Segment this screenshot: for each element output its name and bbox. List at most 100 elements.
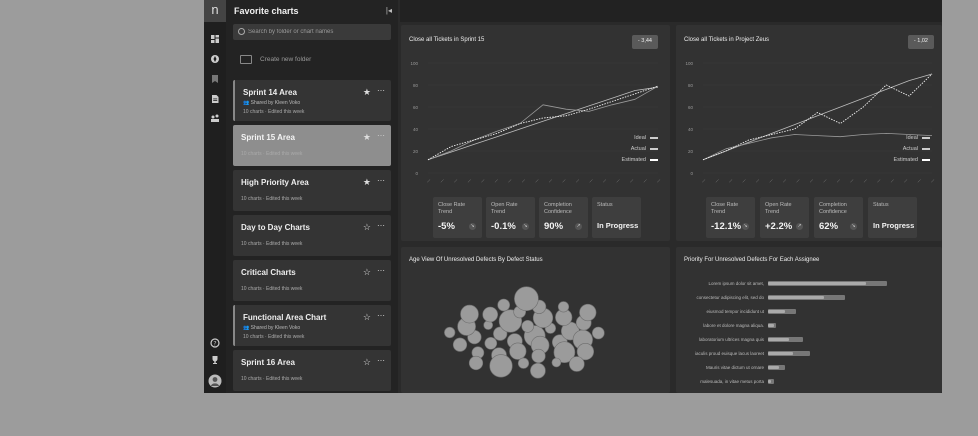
bar-label: eiusmod tempor incididunt ut bbox=[706, 309, 764, 314]
x-tick-label: — bbox=[700, 177, 706, 183]
more-options-icon[interactable]: ⋯ bbox=[377, 221, 385, 230]
more-options-icon[interactable]: ⋯ bbox=[377, 311, 385, 320]
bubble bbox=[514, 286, 539, 312]
age-view-widget: Age View Of Unresolved Defects By Defect… bbox=[401, 247, 670, 393]
x-tick-label: — bbox=[714, 177, 720, 183]
bubble bbox=[484, 337, 498, 350]
stat-open-rate[interactable]: Open Rate Trend +2.2% ↗ bbox=[760, 197, 809, 238]
x-tick-label: — bbox=[862, 177, 868, 183]
shared-by: 👥 Shared by Kleen Voko bbox=[243, 325, 301, 331]
dashboard: Close all Tickets in Sprint 15 - 3,44 0 2… bbox=[400, 22, 942, 393]
bubble bbox=[460, 304, 479, 324]
x-tick-label: — bbox=[425, 177, 431, 183]
folder-card[interactable]: High Priority Area 10 charts · Edited thi… bbox=[233, 170, 391, 211]
dashboard-icon[interactable] bbox=[210, 34, 220, 44]
bubble bbox=[497, 298, 510, 312]
x-tick-label: — bbox=[902, 177, 908, 183]
star-filled-icon[interactable]: ★ bbox=[362, 132, 371, 142]
bar-label: labore et dolore magna aliqua. bbox=[703, 323, 764, 328]
more-options-icon[interactable]: ⋯ bbox=[377, 176, 385, 185]
compass-icon[interactable] bbox=[210, 54, 220, 64]
stat-completion-confidence[interactable]: Completion Confidence 62% ↘ bbox=[814, 197, 863, 238]
bubble bbox=[551, 357, 562, 368]
document-icon[interactable] bbox=[210, 94, 220, 104]
x-tick-label: — bbox=[889, 177, 895, 183]
x-tick-label: — bbox=[768, 177, 774, 183]
bookmark-icon[interactable] bbox=[210, 74, 220, 84]
trophy-icon[interactable] bbox=[210, 355, 220, 365]
x-tick-label: — bbox=[848, 177, 854, 183]
team-icon[interactable] bbox=[210, 113, 220, 123]
bubble bbox=[468, 355, 484, 371]
stat-open-rate[interactable]: Open Rate Trend -0.1% ↘ bbox=[486, 197, 535, 238]
bar-row: labore et dolore magna aliqua. bbox=[682, 322, 932, 329]
folder-name: Critical Charts bbox=[241, 268, 296, 277]
bar-row: Mauris vitae dictum ut ornare bbox=[682, 364, 932, 371]
bar-row: malesuada, in vitae metus porta bbox=[682, 378, 932, 385]
folder-card[interactable]: Functional Area Chart 👥 Shared by Kleen V… bbox=[233, 305, 391, 346]
more-options-icon[interactable]: ⋯ bbox=[377, 86, 385, 95]
widget-title: Age View Of Unresolved Defects By Defect… bbox=[409, 257, 543, 263]
stat-close-rate[interactable]: Close Rate Trend -5% ↘ bbox=[433, 197, 482, 238]
zeus-badge[interactable]: - 1,02 bbox=[907, 35, 934, 49]
bubble bbox=[557, 301, 570, 313]
folder-card[interactable]: Critical Charts 10 charts · Edited this w… bbox=[233, 260, 391, 301]
bar-primary bbox=[768, 379, 774, 384]
chart-legend: Ideal Actual Estimated bbox=[894, 133, 930, 166]
bar-secondary bbox=[768, 324, 774, 327]
star-outline-icon[interactable]: ☆ bbox=[362, 222, 371, 232]
folder-name: Functional Area Chart bbox=[243, 313, 327, 322]
bubble bbox=[579, 303, 597, 322]
x-tick-label: — bbox=[574, 177, 580, 183]
shared-by: 👥 Shared by Kleen Voko bbox=[243, 100, 301, 106]
stat-status[interactable]: Status In Progress bbox=[592, 197, 641, 238]
y-tick-label: 80 bbox=[688, 83, 694, 88]
stat-close-rate[interactable]: Close Rate Trend -12.1% ↘ bbox=[706, 197, 755, 238]
folder-card[interactable]: Sprint 16 Area 10 charts · Edited this we… bbox=[233, 350, 391, 391]
folder-card[interactable]: Sprint 15 Area 10 charts · Edited this we… bbox=[233, 125, 391, 166]
stat-status[interactable]: Status In Progress bbox=[868, 197, 917, 238]
y-tick-label: 60 bbox=[413, 105, 419, 110]
star-filled-icon[interactable]: ★ bbox=[362, 177, 371, 187]
search-box[interactable] bbox=[233, 24, 391, 40]
folder-name: Sprint 14 Area bbox=[243, 88, 297, 97]
x-tick-label: — bbox=[506, 177, 512, 183]
priority-widget: Priority For Unresolved Defects For Each… bbox=[676, 247, 942, 393]
stat-completion-confidence[interactable]: Completion Confidence 90% ↗ bbox=[539, 197, 588, 238]
more-options-icon[interactable]: ⋯ bbox=[377, 266, 385, 275]
folder-plus-icon bbox=[240, 55, 252, 64]
search-input[interactable] bbox=[248, 26, 388, 38]
folder-card[interactable]: Sprint 14 Area 👥 Shared by Kleen Voko 10 c… bbox=[233, 80, 391, 121]
folder-card[interactable]: Day to Day Charts 10 charts · Edited this… bbox=[233, 215, 391, 256]
series-line-ideal bbox=[427, 86, 659, 161]
star-outline-icon[interactable]: ☆ bbox=[362, 312, 371, 322]
more-options-icon[interactable]: ⋯ bbox=[377, 131, 385, 140]
folder-name: Sprint 15 Area bbox=[241, 133, 295, 142]
x-tick-label: — bbox=[601, 177, 607, 183]
star-outline-icon[interactable]: ☆ bbox=[362, 267, 371, 277]
y-tick-label: 100 bbox=[685, 61, 693, 66]
x-tick-label: — bbox=[835, 177, 841, 183]
y-tick-label: 100 bbox=[410, 61, 418, 66]
x-tick-label: — bbox=[452, 177, 458, 183]
star-filled-icon[interactable]: ★ bbox=[362, 87, 371, 97]
y-tick-label: 60 bbox=[688, 105, 694, 110]
folder-name: Day to Day Charts bbox=[241, 223, 310, 232]
help-icon[interactable]: ? bbox=[210, 338, 220, 348]
more-options-icon[interactable]: ⋯ bbox=[377, 356, 385, 365]
y-tick-label: 0 bbox=[415, 171, 418, 176]
bar-row: laboratorium ultrices magna quis bbox=[682, 336, 932, 343]
collapse-panel-icon[interactable]: |◂ bbox=[385, 6, 392, 15]
bar-row: iaculis proud euisque lacus laoreet bbox=[682, 350, 932, 357]
x-tick-label: — bbox=[875, 177, 881, 183]
folder-meta: 10 charts · Edited this week bbox=[241, 151, 303, 157]
x-tick-label: — bbox=[533, 177, 539, 183]
avatar[interactable] bbox=[208, 374, 222, 388]
bubble bbox=[509, 342, 527, 360]
app-logo[interactable]: n bbox=[204, 0, 226, 22]
create-folder-button[interactable]: Create new folder bbox=[240, 52, 340, 68]
sprint-badge[interactable]: - 3,44 bbox=[631, 35, 658, 49]
star-outline-icon[interactable]: ☆ bbox=[362, 357, 371, 367]
bar-row: Lorem ipsum dolor sit amet, bbox=[682, 280, 932, 287]
bubble bbox=[553, 341, 576, 363]
